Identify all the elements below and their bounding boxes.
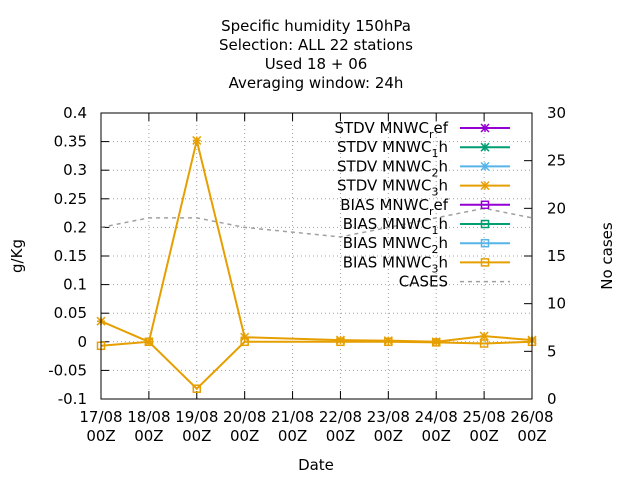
x-tick-label: 22/08 00Z xyxy=(319,408,362,445)
y-tick-label: 0.3 xyxy=(63,161,87,179)
x-tick-label: 20/08 00Z xyxy=(223,408,266,445)
data-point xyxy=(480,181,490,191)
y-tick-label: 0.1 xyxy=(63,276,87,294)
y-axis-label: g/Kg xyxy=(8,239,26,273)
data-point xyxy=(480,258,490,267)
y-tick-label: 0 xyxy=(77,333,87,351)
legend-label: BIAS MNWC1h xyxy=(343,215,448,237)
data-point xyxy=(480,200,490,210)
data-point xyxy=(480,219,490,229)
data-point xyxy=(480,238,490,248)
plot-frame xyxy=(100,112,533,400)
y-tick-label: -0.1 xyxy=(58,390,87,408)
title-line: Specific humidity 150hPa xyxy=(221,17,411,35)
data-point xyxy=(480,142,490,152)
y2-axis-ticks: 0 5 10 15 20 25 30 xyxy=(524,104,566,408)
title-line: Averaging window: 24h xyxy=(229,74,404,92)
y2-tick-label: 30 xyxy=(547,104,566,122)
y-tick-label: 0.35 xyxy=(54,133,87,151)
y-tick-label: 0.15 xyxy=(54,247,87,265)
data-point xyxy=(479,331,489,341)
y-axis-ticks: -0.1 -0.05 0 0.05 0.1 0.15 0.2 0.25 0.3 0.35 0.4 xyxy=(48,104,109,408)
x-axis-label: Date xyxy=(298,456,334,474)
y2-tick-label: 20 xyxy=(547,199,566,217)
x-tick-label: 17/08 00Z xyxy=(79,408,122,445)
title-line: Used 18 + 06 xyxy=(265,55,368,73)
legend-label: STDV MNWC2h xyxy=(337,157,448,179)
data-point xyxy=(480,161,490,171)
x-tick-label: 18/08 00Z xyxy=(127,408,170,445)
data-point xyxy=(240,337,249,347)
y-tick-label: 0.05 xyxy=(54,304,87,322)
y-tick-label: -0.05 xyxy=(48,361,87,379)
x-tick-label: 24/08 00Z xyxy=(415,408,458,445)
title-line: Selection: ALL 22 stations xyxy=(219,36,413,54)
y-tick-label: 0.4 xyxy=(63,104,87,122)
grid xyxy=(101,113,532,399)
data-point xyxy=(144,337,154,347)
data-point xyxy=(240,332,250,342)
legend-label: STDV MNWC1h xyxy=(337,138,448,160)
legend-label: BIAS MNWC2h xyxy=(343,234,448,256)
data-point xyxy=(480,123,490,133)
y2-axis-label: No cases xyxy=(598,222,616,290)
y-tick-label: 0.25 xyxy=(54,190,87,208)
y2-tick-label: 25 xyxy=(547,152,566,170)
legend-label: BIAS MNWC3h xyxy=(343,253,448,275)
y2-tick-label: 5 xyxy=(547,342,557,360)
y2-tick-label: 0 xyxy=(547,390,557,408)
data-point xyxy=(192,135,202,145)
series-line xyxy=(100,340,533,391)
y2-tick-label: 10 xyxy=(547,295,566,313)
x-tick-label: 19/08 00Z xyxy=(175,408,218,445)
data-point xyxy=(336,337,345,347)
series-bias-mnwc-3h xyxy=(96,337,537,393)
data-point xyxy=(431,338,441,347)
data-point xyxy=(479,339,489,348)
series-line xyxy=(100,207,533,238)
y-tick-label: 0.2 xyxy=(63,218,87,236)
series-cases xyxy=(100,207,533,238)
x-tick-label: 21/08 00Z xyxy=(271,408,314,445)
series-lines xyxy=(96,135,537,393)
data-point xyxy=(384,337,393,347)
legend-label: CASES xyxy=(399,273,448,291)
legend-label: STDV MNWCref xyxy=(334,119,448,141)
y2-tick-label: 15 xyxy=(547,247,566,265)
data-point xyxy=(192,384,202,393)
legend-label: BIAS MNWCref xyxy=(340,196,448,218)
series-stdv-mnwc-3h xyxy=(96,135,537,347)
x-tick-label: 26/08 00Z xyxy=(510,408,553,445)
legend-label: STDV MNWC3h xyxy=(337,177,448,199)
x-tick-label: 23/08 00Z xyxy=(367,408,410,445)
x-tick-label: 25/08 00Z xyxy=(462,408,505,445)
